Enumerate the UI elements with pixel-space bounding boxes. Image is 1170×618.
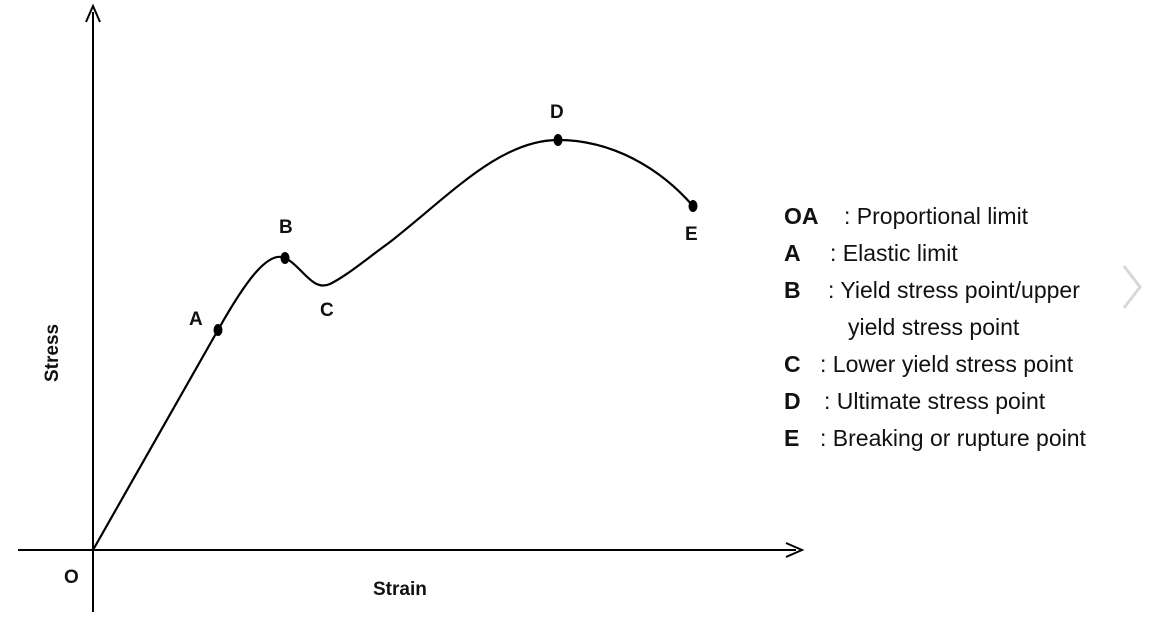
legend-text: : Lower yield stress point	[820, 351, 1074, 377]
legend-item-a: A : Elastic limit	[784, 235, 1086, 272]
legend-key: A	[784, 240, 801, 266]
point-a-label: A	[189, 309, 203, 330]
point-d-marker	[553, 134, 563, 146]
legend-item-oa: OA : Proportional limit	[784, 198, 1086, 235]
legend-text: : Ultimate stress point	[824, 388, 1046, 414]
legend-key: D	[784, 388, 801, 414]
y-axis-label: Stress	[42, 324, 63, 382]
point-c-label: C	[320, 300, 334, 321]
point-a-marker	[213, 324, 223, 336]
legend-item-d: D : Ultimate stress point	[784, 383, 1086, 420]
legend-key: B	[784, 277, 801, 303]
legend-key: E	[784, 425, 800, 451]
x-axis-arrow-icon	[785, 542, 805, 558]
legend-item-c: C : Lower yield stress point	[784, 346, 1086, 383]
point-e-label: E	[685, 224, 698, 245]
legend-item-b-continuation: yield stress point	[784, 309, 1086, 346]
chevron-right-icon[interactable]	[1118, 262, 1148, 312]
legend-text: yield stress point	[848, 314, 1020, 340]
point-d-label: D	[550, 102, 564, 123]
legend-text: : Elastic limit	[830, 240, 958, 266]
legend-item-e: E : Breaking or rupture point	[784, 420, 1086, 457]
legend-key: C	[784, 351, 801, 377]
x-axis-label: Strain	[373, 579, 427, 600]
origin-label: O	[64, 567, 79, 588]
x-axis	[18, 542, 805, 558]
stress-strain-curve	[92, 138, 694, 551]
legend-text: : Breaking or rupture point	[820, 425, 1086, 451]
legend: OA : Proportional limit A : Elastic limi…	[784, 198, 1086, 457]
legend-key: OA	[784, 203, 819, 229]
legend-text: : Proportional limit	[844, 203, 1029, 229]
point-b-label: B	[279, 217, 293, 238]
point-b-marker	[280, 252, 290, 264]
legend-text: : Yield stress point/upper	[828, 277, 1080, 303]
y-axis-arrow-icon	[85, 3, 101, 23]
legend-item-b: B : Yield stress point/upper	[784, 272, 1086, 309]
point-e-marker	[688, 200, 698, 212]
y-axis	[85, 3, 101, 612]
